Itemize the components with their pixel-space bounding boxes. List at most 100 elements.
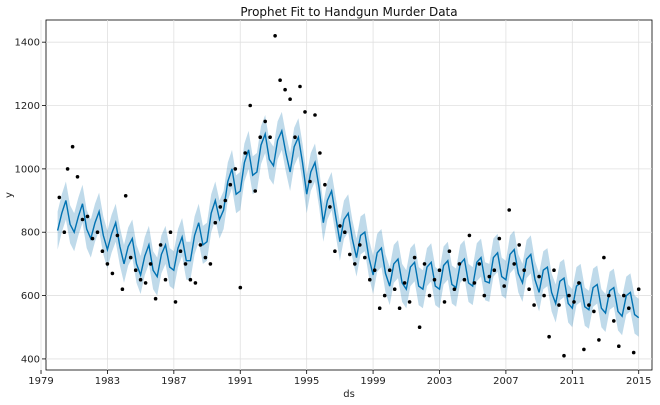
observed-point bbox=[522, 268, 526, 273]
observed-point bbox=[477, 262, 482, 266]
uncertainty-band-layer bbox=[57, 111, 639, 337]
observed-point bbox=[557, 303, 561, 307]
observed-point bbox=[233, 167, 238, 171]
observed-point bbox=[278, 78, 282, 82]
observed-point bbox=[218, 205, 223, 209]
observed-point bbox=[95, 230, 100, 234]
observed-point bbox=[158, 243, 163, 247]
x-tick-label: 2007 bbox=[493, 376, 518, 387]
observed-point bbox=[328, 205, 332, 209]
observed-point bbox=[537, 274, 541, 279]
observed-point bbox=[178, 249, 183, 253]
grid-layer bbox=[40, 20, 652, 370]
x-tick-label: 1995 bbox=[294, 376, 319, 387]
observed-point bbox=[228, 182, 233, 187]
y-tick-label: 800 bbox=[21, 228, 40, 239]
observed-point bbox=[273, 34, 277, 38]
y-tick-label: 1200 bbox=[15, 101, 40, 112]
observed-point bbox=[268, 135, 272, 139]
observed-point bbox=[133, 268, 138, 273]
observed-point bbox=[293, 135, 297, 139]
observed-point bbox=[602, 255, 606, 260]
observed-point bbox=[318, 151, 322, 155]
observed-point bbox=[148, 262, 153, 266]
y-tick-label: 400 bbox=[21, 354, 40, 365]
observed-point bbox=[123, 194, 128, 198]
observed-point bbox=[363, 255, 367, 260]
x-tick-label: 2003 bbox=[427, 376, 452, 387]
observed-point bbox=[65, 167, 70, 171]
y-tick-label: 1400 bbox=[15, 38, 40, 49]
observed-point bbox=[562, 353, 566, 358]
observed-point bbox=[308, 179, 312, 184]
observed-point bbox=[377, 306, 382, 311]
observed-point bbox=[248, 103, 252, 108]
observed-point bbox=[110, 271, 115, 276]
observed-point bbox=[437, 268, 442, 273]
observed-point bbox=[353, 262, 357, 266]
observed-point bbox=[303, 110, 307, 114]
forecast-line-layer bbox=[56, 128, 640, 319]
observed-point bbox=[617, 344, 621, 349]
chart-title: Prophet Fit to Handgun Murder Data bbox=[240, 5, 457, 19]
observed-point bbox=[100, 249, 105, 253]
forecast-line bbox=[56, 128, 640, 319]
observed-point bbox=[188, 277, 193, 282]
observed-point bbox=[622, 293, 626, 298]
x-tick-label: 1991 bbox=[228, 376, 253, 387]
observed-point bbox=[507, 208, 512, 212]
observed-point bbox=[467, 233, 472, 238]
observed-point bbox=[213, 220, 218, 225]
observed-point bbox=[587, 303, 591, 307]
observed-point bbox=[143, 281, 148, 285]
observed-point bbox=[298, 84, 302, 89]
observed-point bbox=[412, 255, 417, 260]
axis-layer: 1979 1983 1987 1991 1995 1999 2003 2007 2011 2015… bbox=[15, 38, 652, 387]
observed-point bbox=[402, 281, 407, 285]
observed-point bbox=[512, 262, 516, 266]
observed-point bbox=[70, 144, 75, 149]
observed-point bbox=[462, 277, 467, 282]
observed-point bbox=[482, 293, 487, 298]
observed-point bbox=[90, 236, 95, 241]
y-tick-label: 1000 bbox=[15, 164, 40, 175]
observed-point bbox=[572, 300, 576, 304]
observed-point bbox=[432, 277, 437, 282]
observed-point bbox=[208, 262, 213, 266]
observed-point bbox=[447, 249, 452, 253]
observed-points-layer bbox=[57, 34, 641, 358]
y-axis-label: y bbox=[4, 192, 15, 198]
observed-point bbox=[163, 277, 168, 282]
observed-point bbox=[358, 243, 362, 247]
observed-point bbox=[442, 300, 447, 304]
observed-point bbox=[138, 277, 143, 282]
observed-point bbox=[198, 243, 203, 247]
observed-point bbox=[85, 214, 90, 219]
observed-point bbox=[502, 284, 507, 288]
observed-point bbox=[253, 189, 257, 193]
observed-point bbox=[57, 195, 62, 200]
observed-point bbox=[173, 300, 178, 304]
observed-point bbox=[542, 293, 546, 298]
observed-point bbox=[75, 175, 80, 179]
x-tick-label: 2011 bbox=[560, 376, 585, 387]
observed-point bbox=[607, 293, 611, 298]
observed-point bbox=[567, 293, 571, 298]
x-tick-label: 1983 bbox=[95, 376, 120, 387]
observed-point bbox=[223, 198, 228, 203]
observed-point bbox=[183, 262, 188, 266]
observed-point bbox=[153, 296, 158, 301]
observed-point bbox=[288, 97, 292, 101]
observed-point bbox=[582, 347, 586, 352]
observed-point bbox=[115, 233, 120, 238]
observed-point bbox=[452, 287, 457, 292]
observed-point bbox=[457, 262, 462, 266]
observed-point bbox=[105, 262, 110, 266]
observed-point bbox=[343, 230, 347, 234]
observed-point bbox=[417, 325, 422, 330]
observed-point bbox=[636, 287, 641, 292]
observed-point bbox=[597, 338, 601, 342]
observed-point bbox=[283, 87, 287, 92]
